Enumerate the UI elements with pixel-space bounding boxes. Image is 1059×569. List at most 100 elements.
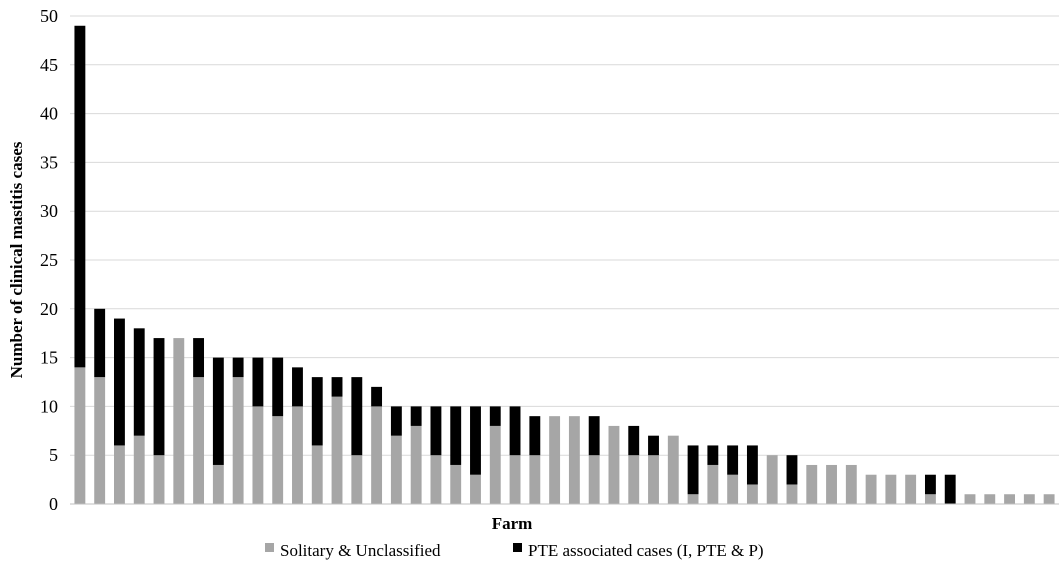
y-tick-label: 15 bbox=[40, 348, 58, 368]
bar-solitary bbox=[390, 435, 402, 504]
bar-pte bbox=[588, 416, 600, 456]
bar-pte bbox=[648, 435, 659, 456]
bar-solitary bbox=[212, 464, 224, 504]
legend-swatch-pte bbox=[513, 543, 522, 552]
bar-solitary bbox=[252, 406, 264, 504]
bar-solitary bbox=[746, 484, 758, 504]
bar-solitary bbox=[94, 377, 106, 504]
bar-solitary bbox=[114, 445, 125, 504]
bar-pte bbox=[94, 308, 106, 378]
bar-solitary bbox=[1043, 494, 1055, 504]
bar-pte bbox=[193, 338, 205, 378]
bar-pte bbox=[450, 406, 462, 465]
bar-solitary bbox=[173, 338, 185, 504]
y-tick-label: 45 bbox=[40, 55, 58, 75]
y-tick-label: 30 bbox=[40, 201, 58, 221]
bar-pte bbox=[489, 406, 501, 426]
bar-solitary bbox=[648, 455, 659, 504]
bar-solitary bbox=[470, 474, 481, 504]
bar-solitary bbox=[628, 455, 640, 504]
bar-pte bbox=[292, 367, 303, 407]
y-tick-label: 10 bbox=[40, 396, 58, 416]
bar-pte bbox=[924, 474, 936, 495]
bar-pte bbox=[727, 445, 739, 475]
bar-pte bbox=[272, 357, 284, 417]
bar-solitary bbox=[450, 464, 462, 504]
bars bbox=[74, 25, 1055, 504]
bar-pte bbox=[529, 416, 541, 456]
bar-solitary bbox=[984, 494, 996, 504]
bar-solitary bbox=[331, 396, 343, 504]
bar-solitary bbox=[232, 377, 244, 504]
bar-pte bbox=[114, 318, 125, 446]
y-tick-label: 40 bbox=[40, 104, 58, 124]
bar-pte bbox=[252, 357, 264, 407]
bar-pte bbox=[74, 25, 86, 368]
bar-solitary bbox=[766, 455, 778, 504]
bar-solitary bbox=[924, 494, 936, 504]
bar-pte bbox=[351, 377, 363, 456]
y-tick-label: 0 bbox=[49, 494, 58, 514]
bar-solitary bbox=[1004, 494, 1015, 504]
y-tick-labels: 0 5 10 15 20 25 30 35 40 45 50 bbox=[40, 6, 58, 514]
bar-solitary bbox=[905, 474, 917, 504]
x-axis-title: Farm bbox=[492, 514, 533, 533]
bar-pte bbox=[212, 357, 224, 465]
y-tick-label: 20 bbox=[40, 299, 58, 319]
bar-pte bbox=[311, 377, 323, 446]
bar-pte bbox=[509, 406, 521, 456]
bar-solitary bbox=[311, 445, 323, 504]
bar-pte bbox=[628, 425, 640, 456]
bar-solitary bbox=[885, 474, 897, 504]
bar-solitary bbox=[489, 425, 501, 504]
legend-swatch-solitary bbox=[265, 543, 274, 552]
bar-solitary bbox=[351, 455, 363, 504]
bar-solitary bbox=[568, 416, 580, 504]
bar-solitary bbox=[806, 464, 818, 504]
bar-pte bbox=[232, 357, 244, 378]
bar-pte bbox=[410, 406, 422, 426]
bar-solitary bbox=[272, 416, 284, 504]
bar-solitary bbox=[707, 464, 719, 504]
bar-pte bbox=[430, 406, 442, 456]
bar-solitary bbox=[667, 435, 679, 504]
bar-solitary bbox=[509, 455, 521, 504]
y-tick-label: 25 bbox=[40, 250, 58, 270]
bar-solitary bbox=[865, 474, 877, 504]
bar-solitary bbox=[153, 455, 165, 504]
bar-solitary bbox=[727, 474, 739, 504]
bar-pte bbox=[786, 455, 798, 485]
y-axis-title: Number of clinical mastitis cases bbox=[7, 141, 26, 378]
y-tick-label: 5 bbox=[49, 445, 58, 465]
legend-label-pte: PTE associated cases (I, PTE & P) bbox=[528, 541, 764, 560]
y-tick-label: 35 bbox=[40, 152, 58, 172]
bar-pte bbox=[707, 445, 719, 465]
bar-solitary bbox=[371, 406, 383, 504]
y-tick-label: 50 bbox=[40, 6, 58, 26]
bar-solitary bbox=[588, 455, 600, 504]
bar-pte bbox=[331, 377, 343, 397]
bar-pte bbox=[470, 406, 481, 475]
bar-solitary bbox=[549, 416, 561, 504]
bar-solitary bbox=[845, 464, 857, 504]
bar-solitary bbox=[964, 494, 976, 504]
bar-solitary bbox=[292, 406, 303, 504]
bar-pte bbox=[687, 445, 699, 495]
legend: Solitary & Unclassified PTE associated c… bbox=[265, 541, 764, 560]
bar-solitary bbox=[430, 455, 442, 504]
bar-solitary bbox=[608, 425, 620, 504]
bar-pte bbox=[746, 445, 758, 485]
legend-label-solitary: Solitary & Unclassified bbox=[280, 541, 441, 560]
bar-solitary bbox=[410, 425, 422, 504]
bar-solitary bbox=[193, 377, 205, 504]
bar-solitary bbox=[786, 484, 798, 504]
bar-pte bbox=[153, 338, 165, 456]
bar-pte bbox=[944, 474, 956, 504]
bar-solitary bbox=[529, 455, 541, 504]
bar-solitary bbox=[826, 464, 837, 504]
bar-solitary bbox=[74, 367, 86, 504]
bar-pte bbox=[390, 406, 402, 436]
bar-pte bbox=[133, 328, 145, 436]
